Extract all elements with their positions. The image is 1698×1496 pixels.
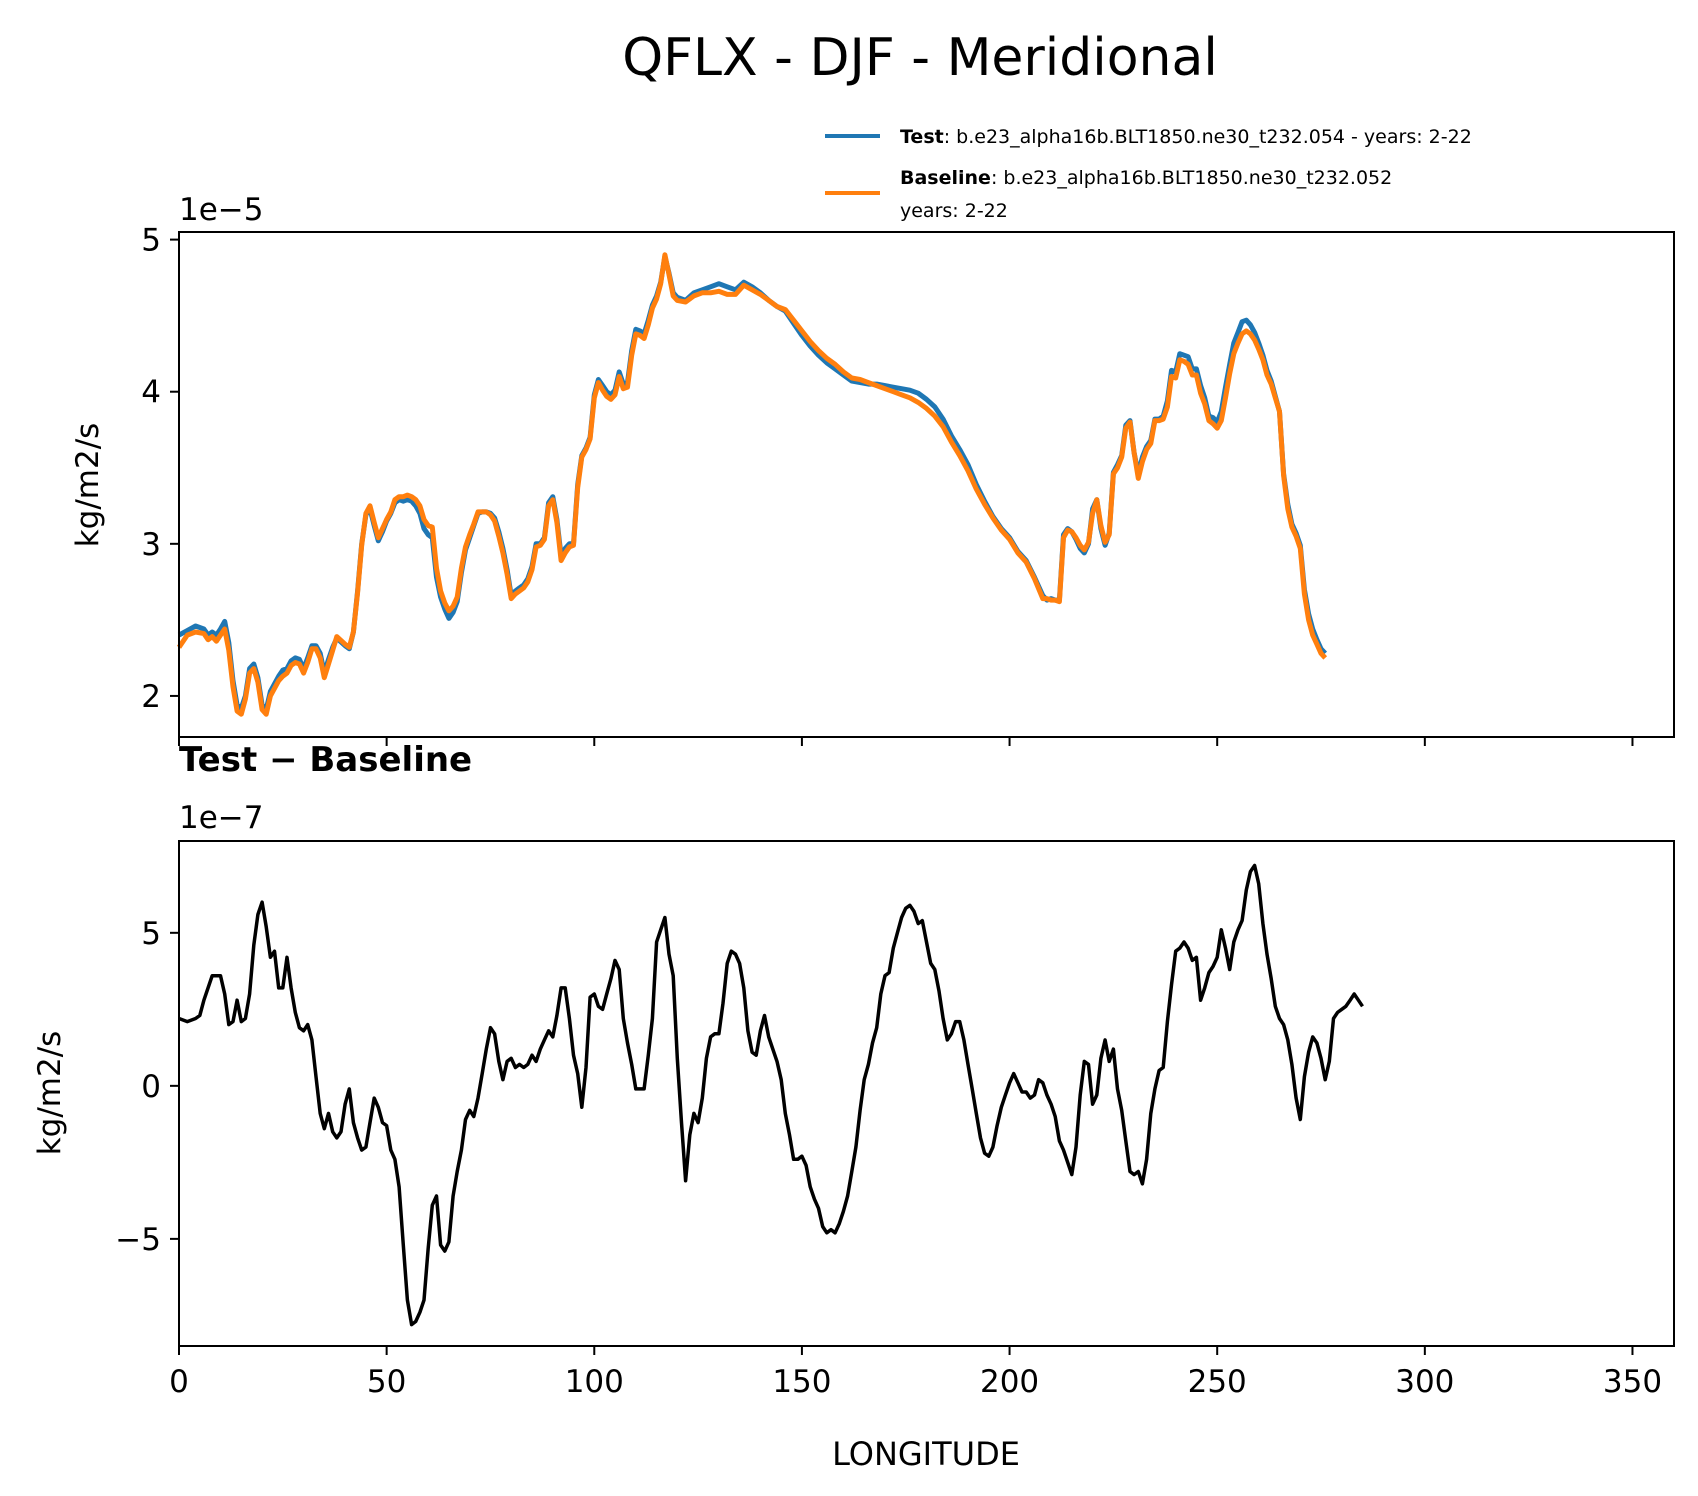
legend-test-bold: Test xyxy=(900,126,944,148)
x-tick-label: 200 xyxy=(980,1364,1039,1400)
legend-baseline-entry: Baseline: b.e23_alpha16b.BLT1850.ne30_t2… xyxy=(900,167,1392,189)
top-panel: 2 3 4 5 1e−5 kg/m2/s xyxy=(70,192,1675,746)
legend-baseline-years: years: 2-22 xyxy=(900,200,1008,222)
top-ylabel: kg/m2/s xyxy=(70,423,106,548)
y-tick-label: 2 xyxy=(141,679,161,715)
legend-baseline-bold: Baseline xyxy=(900,167,991,189)
legend-test-entry: Test: b.e23_alpha16b.BLT1850.ne30_t232.0… xyxy=(900,126,1472,148)
x-tick-label: 350 xyxy=(1603,1364,1662,1400)
chart-title: QFLX - DJF - Meridional xyxy=(622,28,1218,88)
legend: Test: b.e23_alpha16b.BLT1850.ne30_t232.0… xyxy=(825,126,1472,222)
y-tick-label: 4 xyxy=(141,375,161,411)
series-line-baseline xyxy=(176,252,1328,717)
bottom-offset-text: 1e−7 xyxy=(179,800,264,836)
x-tick-label: 50 xyxy=(367,1364,406,1400)
y-tick-label: −5 xyxy=(115,1222,161,1258)
y-tick-label: 0 xyxy=(141,1069,161,1105)
bottom-panel-title: Test − Baseline xyxy=(179,740,472,780)
x-tick-label: 100 xyxy=(565,1364,624,1400)
x-tick-label: 150 xyxy=(772,1364,831,1400)
bottom-ylabel: kg/m2/s xyxy=(32,1031,68,1156)
series-line-test-baseline xyxy=(178,863,1364,1327)
y-tick-label: 3 xyxy=(141,527,161,563)
x-axis-label: LONGITUDE xyxy=(832,1435,1020,1473)
legend-test-text: : b.e23_alpha16b.BLT1850.ne30_t232.054 -… xyxy=(944,126,1472,148)
y-tick-label: 5 xyxy=(141,916,161,952)
legend-baseline-text: : b.e23_alpha16b.BLT1850.ne30_t232.052 xyxy=(991,167,1392,189)
x-tick-label: 0 xyxy=(169,1364,189,1400)
bottom-plot-frame xyxy=(178,840,1675,1347)
top-plot-frame xyxy=(178,231,1675,738)
x-tick-label: 250 xyxy=(1188,1364,1247,1400)
top-offset-text: 1e−5 xyxy=(179,192,264,228)
x-tick-label: 300 xyxy=(1395,1364,1454,1400)
y-tick-label: 5 xyxy=(141,223,161,259)
